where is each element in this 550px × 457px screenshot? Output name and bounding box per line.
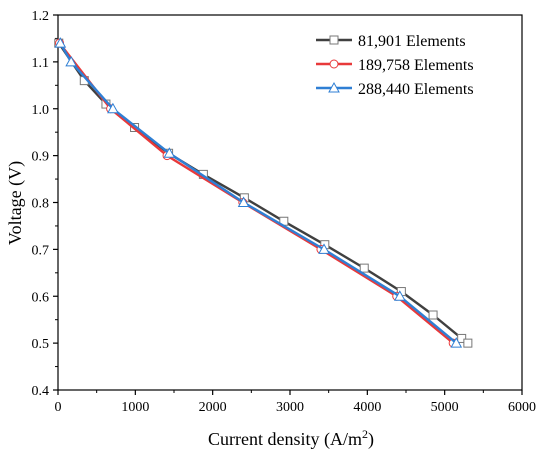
legend-marker <box>329 59 339 69</box>
x-axis-title-superscript: 2 <box>362 427 368 441</box>
series-3-point <box>54 37 67 48</box>
series-1-point <box>359 263 369 273</box>
legend-marker <box>328 81 340 93</box>
legend-item-3: 288,440 Elements <box>316 81 474 98</box>
x-tick-label: 1000 <box>121 400 149 415</box>
series-3-line <box>59 42 458 345</box>
y-tick-label: 1.1 <box>32 56 50 71</box>
series-3-point <box>163 147 176 158</box>
x-tick-label: 5000 <box>431 400 459 415</box>
legend-label: 189,758 Elements <box>358 57 474 74</box>
y-tick-label: 0.5 <box>32 337 50 352</box>
x-axis-title-text: Current density (A/m <box>208 429 362 450</box>
legend-marker <box>329 35 339 45</box>
legend-label: 288,440 Elements <box>358 81 474 98</box>
y-tick-label: 1.2 <box>32 9 50 24</box>
series-3-point <box>318 243 330 254</box>
x-axis-title-close: ) <box>368 429 374 450</box>
y-axis-title: Voltage (V) <box>5 161 26 245</box>
series-3-point <box>65 55 77 67</box>
x-tick-label: 6000 <box>508 400 536 415</box>
series-3-point <box>237 196 250 207</box>
series-3-point <box>393 290 406 301</box>
y-tick-label: 1.0 <box>32 103 50 118</box>
series-3-point <box>107 102 119 114</box>
plot-area: 0 1000 2000 3000 4000 5000 6000 0.4 0.5 0.6 0.7 0.8… <box>32 9 537 415</box>
x-tick-label: 4000 <box>353 400 381 415</box>
y-tick-label: 0.8 <box>32 197 50 212</box>
series-1-point <box>457 333 467 343</box>
series-1-point <box>463 338 473 348</box>
y-tick-label: 0.6 <box>32 290 50 305</box>
legend-item-1: 81,901 Elements <box>316 33 466 50</box>
y-tick-label: 0.7 <box>32 243 50 258</box>
series-1-point <box>428 310 438 320</box>
legend: 81,901 Elements 189,758 Elements 288,440 E… <box>316 33 474 98</box>
legend-label: 81,901 Elements <box>358 33 466 50</box>
y-tick-label: 0.4 <box>32 384 50 399</box>
x-axis-title: Current density (A/m2) <box>208 427 374 450</box>
series-layer <box>54 37 473 348</box>
x-tick-label: 2000 <box>199 400 227 415</box>
x-tick-label: 3000 <box>276 400 304 415</box>
x-tick-label: 0 <box>55 400 62 415</box>
y-tick-label: 0.9 <box>32 150 50 165</box>
series-3 <box>54 37 463 348</box>
series-3-point <box>450 337 463 348</box>
legend-item-2: 189,758 Elements <box>316 57 474 74</box>
